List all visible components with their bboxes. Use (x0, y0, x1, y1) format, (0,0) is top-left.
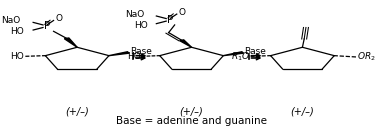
Text: HO: HO (11, 27, 24, 37)
Text: HO: HO (11, 52, 24, 61)
Text: HO: HO (127, 52, 140, 61)
Text: (+/–): (+/–) (180, 107, 203, 117)
Text: O: O (55, 14, 62, 23)
Text: (+/–): (+/–) (291, 107, 314, 117)
Text: Base = adenine and guanine: Base = adenine and guanine (116, 116, 267, 126)
Polygon shape (109, 52, 129, 56)
Text: Base: Base (244, 47, 266, 56)
Text: P: P (44, 21, 50, 31)
Text: (+/–): (+/–) (65, 107, 89, 117)
Text: NaO: NaO (2, 16, 21, 25)
Polygon shape (180, 40, 192, 47)
Text: P: P (167, 15, 174, 25)
Text: $R_1O$: $R_1O$ (231, 50, 250, 63)
Text: NaO: NaO (125, 10, 144, 19)
Text: Base: Base (130, 47, 152, 56)
Text: HO: HO (134, 21, 147, 30)
Text: $OR_2$: $OR_2$ (357, 50, 375, 63)
Polygon shape (223, 52, 243, 56)
Polygon shape (64, 38, 77, 47)
Text: O: O (178, 8, 186, 17)
